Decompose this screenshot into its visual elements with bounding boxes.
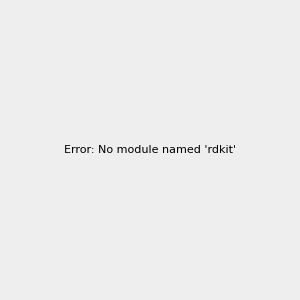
Text: Error: No module named 'rdkit': Error: No module named 'rdkit' [64,145,236,155]
